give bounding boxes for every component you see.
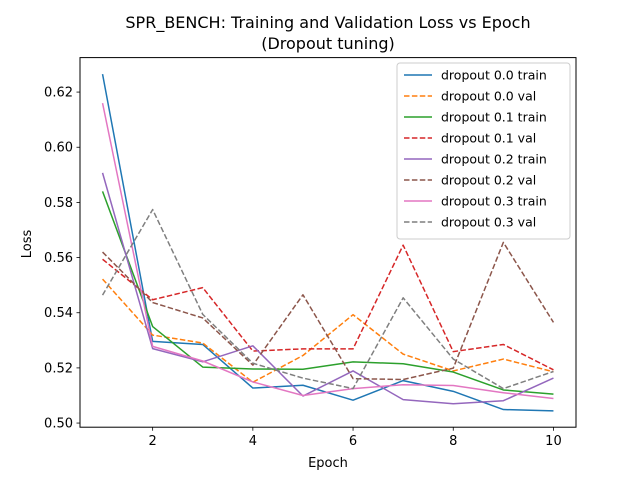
y-axis-label: Loss (20, 230, 35, 259)
y-tick-label: 0.60 (44, 141, 73, 156)
series-line-2 (101, 278, 554, 383)
x-axis-label: Epoch (308, 456, 348, 471)
x-tick-label: 2 (149, 434, 157, 449)
x-tick-label: 8 (449, 434, 457, 449)
x-axis: 2 4 6 8 10 (149, 427, 562, 449)
y-tick-label: 0.54 (44, 306, 73, 321)
legend-label-7: dropout 0.3 train (441, 194, 547, 209)
axes-frame (79, 57, 577, 428)
series-line-8 (101, 208, 554, 390)
x-tick-label: 6 (349, 434, 357, 449)
series-line-6 (102, 241, 555, 381)
legend-label-8: dropout 0.3 val (441, 215, 536, 230)
y-tick-label: 0.62 (44, 86, 73, 101)
series-line-3 (101, 191, 554, 395)
chart-subtitle: (Dropout tuning) (261, 34, 395, 53)
series-line-5 (101, 172, 554, 405)
x-tick-label: 4 (249, 434, 257, 449)
legend-label-5: dropout 0.2 train (441, 152, 547, 167)
y-tick-label: 0.52 (44, 361, 73, 376)
series-line-7 (101, 102, 554, 400)
series-line-4 (102, 244, 554, 371)
legend-box (396, 62, 571, 240)
y-tick-label: 0.50 (44, 417, 73, 432)
legend-label-6: dropout 0.2 val (441, 173, 536, 188)
legend-label-3: dropout 0.1 train (441, 110, 547, 125)
legend-label-4: dropout 0.1 val (441, 131, 536, 146)
legend-label-1: dropout 0.0 train (441, 68, 547, 83)
legend: dropout 0.0 train dropout 0.0 val dropout … (396, 62, 571, 240)
y-axis: 0.50 0.52 0.54 0.56 0.58 0.60 0.62 (44, 86, 80, 432)
chart-title: SPR_BENCH: Training and Validation Loss … (125, 13, 530, 33)
legend-label-2: dropout 0.0 val (441, 89, 536, 104)
y-tick-label: 0.56 (44, 251, 73, 266)
y-tick-label: 0.58 (44, 196, 73, 211)
x-tick-label: 10 (545, 434, 562, 449)
plot-area (101, 74, 555, 412)
